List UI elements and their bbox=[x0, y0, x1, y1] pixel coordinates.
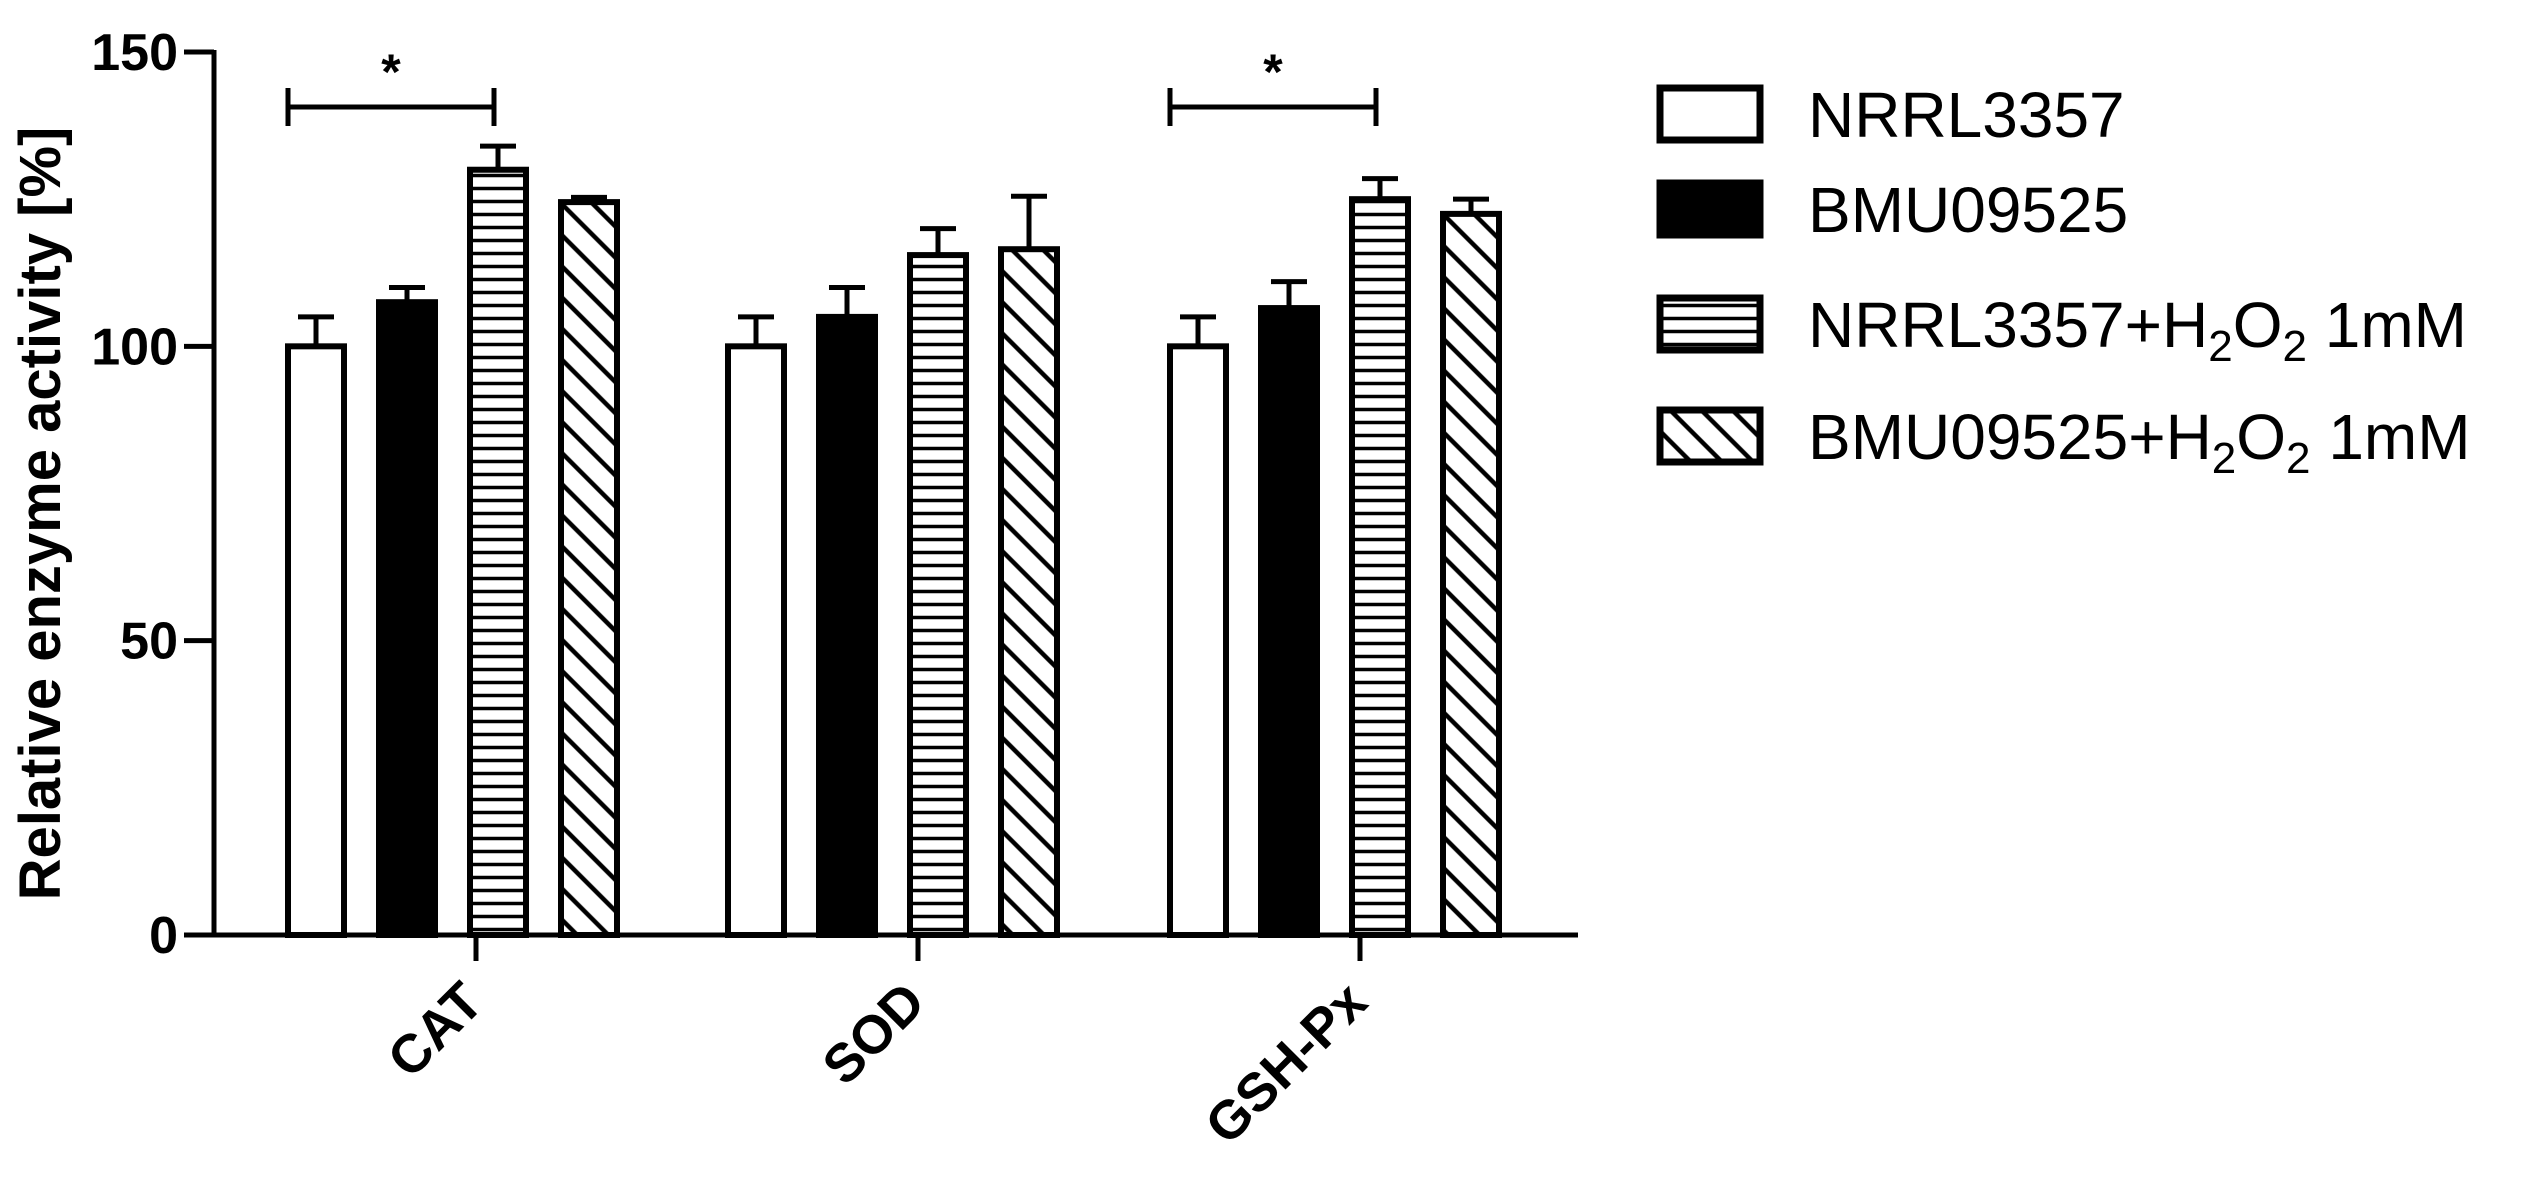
legend-label-subscript: 2 bbox=[2212, 434, 2236, 483]
bar bbox=[376, 299, 438, 938]
legend-label-part: NRRL3357 bbox=[1808, 79, 2125, 151]
y-axis-title: Relative enzyme activity [%] bbox=[8, 127, 73, 901]
bar bbox=[998, 246, 1060, 939]
y-tick-label: 0 bbox=[149, 907, 178, 965]
legend-swatch bbox=[1656, 406, 1764, 466]
legend-label-part: NRRL3357+H bbox=[1808, 289, 2208, 361]
x-tick-label: SOD bbox=[811, 971, 936, 1096]
bar bbox=[285, 343, 347, 939]
legend-label-part: O bbox=[2233, 289, 2283, 361]
legend-label: NRRL3357+H2O2 1mM bbox=[1808, 289, 2467, 371]
legend-label-subscript: 2 bbox=[2286, 434, 2310, 483]
legend-label: BMU09525+H2O2 1mM bbox=[1808, 401, 2471, 483]
bar bbox=[1349, 196, 1411, 938]
x-tick-label: GSH-Px bbox=[1194, 971, 1379, 1156]
bar bbox=[816, 313, 878, 938]
significance-label: * bbox=[381, 44, 401, 100]
legend-label: NRRL3357 bbox=[1808, 79, 2125, 151]
legend-label-subscript: 2 bbox=[2282, 322, 2306, 371]
bar bbox=[1440, 210, 1502, 938]
plot-area: 0 50 100 150 CAT SOD GSH-Px Relative enzyme act… bbox=[8, 24, 1578, 1156]
bar bbox=[467, 166, 529, 938]
bar bbox=[1258, 305, 1320, 938]
bar bbox=[907, 252, 969, 938]
legend-label-subscript: 2 bbox=[2208, 322, 2232, 371]
bar bbox=[725, 343, 787, 939]
legend-label-part: BMU09525+H bbox=[1808, 401, 2212, 473]
legend-label-part: 1mM bbox=[2307, 289, 2467, 361]
x-tick-label: CAT bbox=[376, 971, 494, 1089]
y-tick-label: 50 bbox=[120, 613, 178, 671]
legend-label-part: BMU09525 bbox=[1808, 174, 2128, 246]
bar bbox=[1167, 343, 1229, 939]
bar bbox=[558, 199, 620, 939]
y-tick-label: 100 bbox=[91, 318, 178, 376]
legend-swatch bbox=[1656, 294, 1764, 354]
significance-label: * bbox=[1263, 44, 1283, 100]
y-tick-label: 150 bbox=[91, 24, 178, 82]
legend-swatch bbox=[1656, 179, 1764, 239]
legend-swatch bbox=[1656, 84, 1764, 144]
legend-label-part: O bbox=[2236, 401, 2286, 473]
legend-label-part: 1mM bbox=[2311, 401, 2471, 473]
legend-label: BMU09525 bbox=[1808, 174, 2128, 246]
